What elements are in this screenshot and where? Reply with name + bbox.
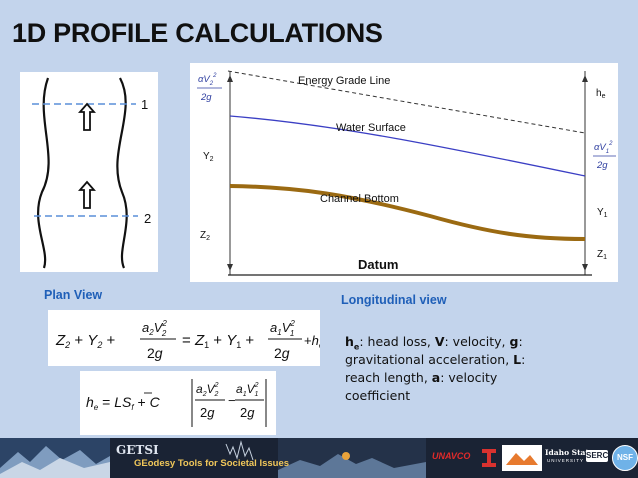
longitudinal-view-caption: Longitudinal view [341, 293, 447, 307]
he-label: he [596, 88, 606, 100]
left-bank-line [37, 77, 50, 269]
longitudinal-diagram: Energy Grade Line Water Surface Channel … [197, 70, 616, 276]
z1-label: Z1 [597, 249, 607, 261]
getsi-name: GETSI [116, 443, 159, 457]
flow-arrow-lower-icon [78, 180, 96, 209]
svg-text:Z2 + Y2 +: Z2 + Y2 + [55, 332, 115, 350]
channel-bottom-label: Channel Bottom [320, 193, 399, 205]
svg-text:2g: 2g [200, 405, 215, 420]
indiana-university-logo-icon [482, 449, 496, 467]
svg-text:2g: 2g [596, 160, 608, 171]
svg-text:he = LSf + C: he = LSf + C [86, 394, 161, 412]
y1-label: Y1 [597, 207, 608, 219]
left-velocity-head: αV22 2g [197, 73, 222, 103]
footer-banner: GETSI GEodesy Tools for Societal Issues … [0, 438, 638, 478]
head-loss-equation: he = LSf + C a2V2 2 2g − a1V2 1 2g [80, 371, 276, 435]
getsi-tagline: GEodesy Tools for Societal Issues [134, 458, 290, 469]
nsf-logo: NSF [612, 445, 638, 471]
energy-equation-graphic: Z2 + Y2 + a2V2 2 2g = Z1 + Y1 + a1V2 1 2g … [55, 319, 324, 361]
partner-logos: UNAVCO Idaho State UNIVERSITY SERC NSF [426, 442, 638, 476]
mesa-logo-icon [502, 445, 542, 471]
getsi-logo: GETSI GEodesy Tools for Societal Issues [112, 441, 289, 475]
svg-text:2g: 2g [274, 345, 290, 361]
page-title: 1D PROFILE CALCULATIONS [12, 18, 383, 48]
serc-logo: SERC [586, 450, 609, 462]
variable-definitions: he: head loss, V: velocity, g: gravitati… [345, 334, 526, 403]
water-surface-label: Water Surface [336, 122, 406, 134]
plan-view-panel: 1 2 [20, 72, 158, 272]
energy-grade-line [227, 70, 586, 134]
footer-background-art [0, 438, 426, 478]
energy-grade-line-label: Energy Grade Line [298, 75, 390, 87]
right-velocity-head: αV12 2g [593, 141, 616, 171]
section-1-label: 1 [141, 97, 148, 112]
head-loss-equation-graphic: he = LSf + C a2V2 2 2g − a1V2 1 2g [86, 379, 267, 427]
z2-label: Z2 [200, 230, 210, 242]
section-2-label: 2 [144, 211, 151, 226]
plan-view-caption: Plan View [44, 288, 103, 302]
svg-text:2g: 2g [200, 92, 212, 103]
svg-text:+he: +he [304, 333, 320, 350]
water-surface-line [229, 115, 586, 177]
datum-label: Datum [358, 257, 398, 272]
svg-text:αV12: αV12 [594, 141, 613, 155]
svg-text:= Z1 + Y1 +: = Z1 + Y1 + [182, 332, 254, 350]
flow-arrow-upper-icon [78, 102, 96, 131]
idaho-state-logo: Idaho State [545, 448, 594, 457]
idaho-state-subtitle: UNIVERSITY [547, 458, 585, 463]
unavco-logo: UNAVCO [432, 451, 471, 461]
svg-text:−: − [228, 393, 236, 408]
longitudinal-view-panel: Energy Grade Line Water Surface Channel … [190, 63, 618, 282]
svg-text:2g: 2g [147, 345, 163, 361]
svg-text:2g: 2g [240, 405, 255, 420]
plan-view-diagram: 1 2 [32, 77, 151, 269]
channel-bottom-line [229, 184, 586, 241]
energy-equation: Z2 + Y2 + a2V2 2 2g = Z1 + Y1 + a1V2 1 2g … [48, 310, 324, 366]
svg-text:αV22: αV22 [198, 73, 217, 87]
right-bank-line [116, 77, 128, 269]
y2-label: Y2 [203, 151, 214, 163]
